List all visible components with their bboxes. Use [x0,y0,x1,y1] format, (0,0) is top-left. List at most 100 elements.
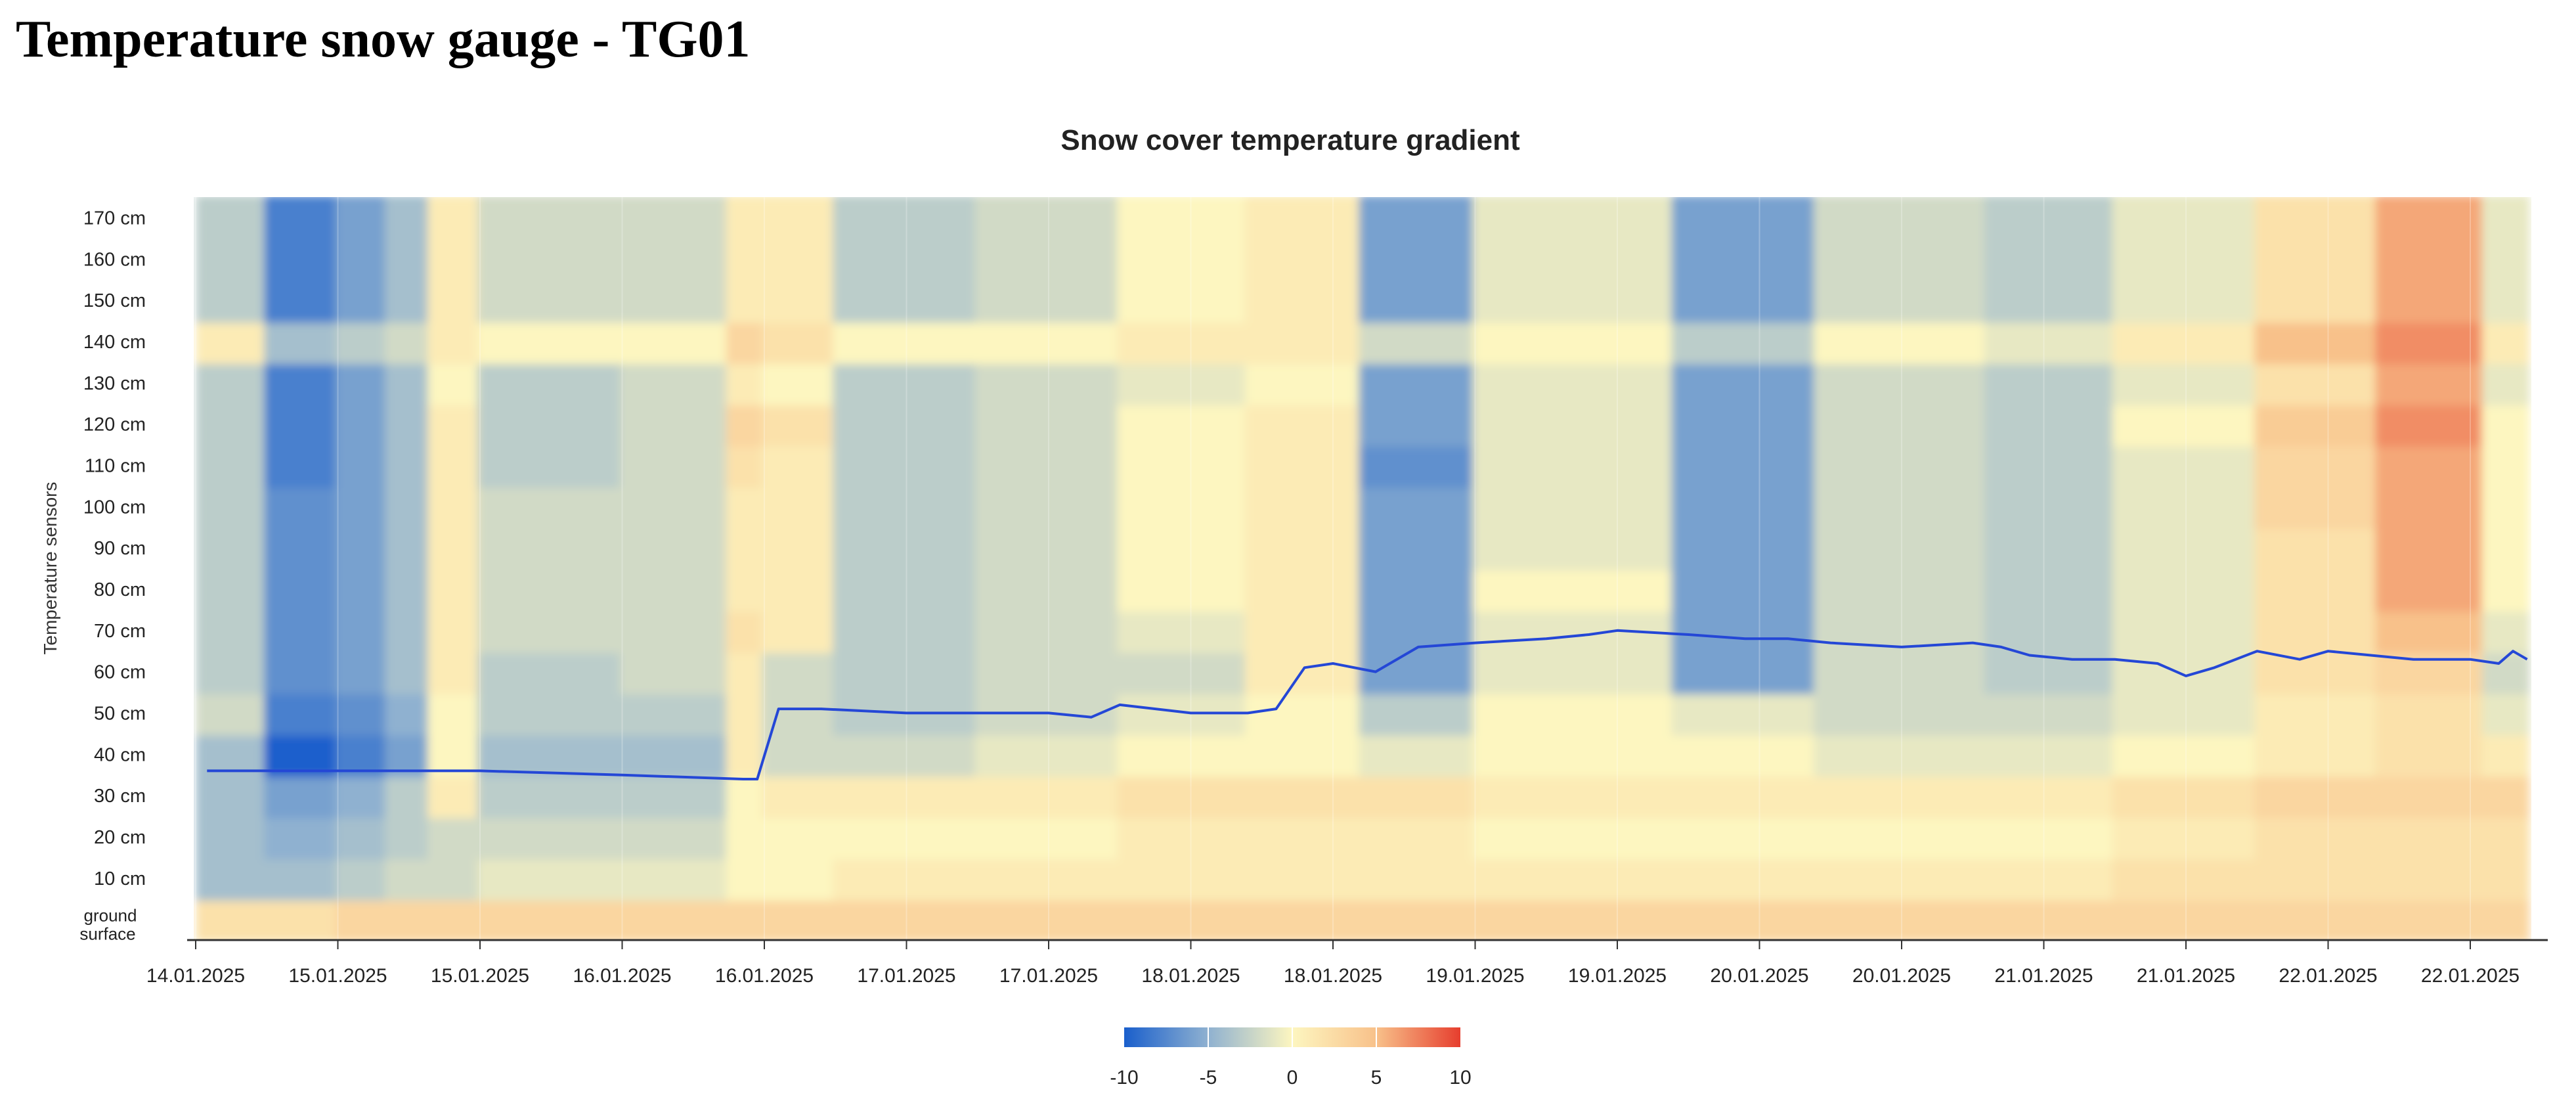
heatmap-cell [427,401,483,447]
heatmap-cell [2481,731,2530,777]
heatmap-cell [619,277,731,323]
heatmap-cell [762,360,839,406]
heatmap-cell [619,897,731,940]
heatmap-cell [762,649,839,694]
heatmap-cell [196,608,270,654]
heatmap-cell [385,814,433,860]
heatmap-cell [385,773,433,819]
y-tick-label: 160 cm [83,249,146,270]
colorbar-ticks: -10 -5 0 5 10 [1110,1027,1472,1089]
heatmap-cell [264,897,341,940]
heatmap-cell [1984,649,2118,694]
heatmap-cell [2112,277,2260,323]
x-tick-label: 16.01.2025 [573,965,671,987]
heatmap-cell [477,277,625,323]
heatmap-cell [1117,814,1251,860]
heatmap-cell [2254,483,2381,529]
heatmap-cell [1472,277,1677,323]
heatmap-cell [1814,649,1990,694]
heatmap-cell [833,277,980,323]
heatmap-cell [385,566,433,612]
heatmap-cell [477,483,625,529]
heatmap-cell [196,566,270,612]
y-tick-label: 120 cm [83,415,146,436]
x-tick-label: 15.01.2025 [288,965,387,987]
heatmap-cell [385,897,433,940]
heatmap-cell [196,731,270,777]
heatmap-cell [1984,773,2118,819]
heatmap-cell [2375,855,2487,901]
heatmap-cell [264,649,341,694]
heatmap-cell [427,814,483,860]
heatmap-cell [196,649,270,694]
heatmap-cell [2112,360,2260,406]
heatmap-cell [1245,443,1364,488]
x-tick-label: 19.01.2025 [1568,965,1667,987]
heatmap-cell [1671,855,1820,901]
heatmap-cell [1117,566,1251,612]
heatmap-cell [264,401,341,447]
heatmap-cell [2112,566,2260,612]
heatmap-cell [196,277,270,323]
heatmap-cell [385,525,433,571]
heatmap-cell [1472,236,1677,282]
heatmap-cell [619,731,731,777]
heatmap-cell [1472,814,1677,860]
heatmap-cell [1359,773,1478,819]
heatmap-cell [2254,443,2381,488]
heatmap-cell [1814,608,1990,654]
heatmap-cell [762,814,839,860]
heatmap-cell [833,608,980,654]
x-tick-label: 18.01.2025 [1141,965,1240,987]
heatmap-cell [385,360,433,406]
heatmap-cell [726,319,767,365]
y-tick-label: 150 cm [83,290,146,311]
heatmap-cell [335,649,391,694]
heatmap-cell [477,773,625,819]
heatmap-cell [2254,319,2381,365]
heatmap-cell [2375,773,2487,819]
heatmap-cell [477,855,625,901]
heatmap-cell [335,731,391,777]
heatmap-cell [2254,236,2381,282]
heatmap-cell [2481,566,2530,612]
heatmap-cell [1245,483,1364,529]
heatmap-cell [1472,197,1677,240]
x-tick-label: 19.01.2025 [1426,965,1524,987]
heatmap-cell [762,197,839,240]
heatmap-cell [264,197,341,240]
heatmap-cell [762,855,839,901]
heatmap-cell [385,731,433,777]
heatmap-cell [1814,566,1990,612]
chart-title: Snow cover temperature gradient [1060,124,1520,156]
heatmap-cell [1245,319,1364,365]
heatmap-cell [1117,401,1251,447]
heatmap-cell [1671,360,1820,406]
heatmap-cell [619,814,731,860]
heatmap-cell [335,360,391,406]
colorbar-tick-label: 0 [1287,1067,1298,1089]
y-tick-label: 10 cm [94,868,146,889]
x-tick-label: 17.01.2025 [857,965,955,987]
heatmap-cell [1245,690,1364,736]
heatmap-cell [1984,855,2118,901]
heatmap-cell [335,566,391,612]
heatmap-cell [427,649,483,694]
heatmap-cell [833,360,980,406]
heatmap-cell [335,525,391,571]
heatmap-cell [2481,525,2530,571]
heatmap-cell [1245,236,1364,282]
heatmap-cell [974,897,1123,940]
heatmap-cell [2375,443,2487,488]
heatmap-cell [477,197,625,240]
y-tick-label: 40 cm [94,744,146,765]
heatmap-cell [2375,401,2487,447]
heatmap-cell [1117,731,1251,777]
y-tick-label: 170 cm [83,208,146,229]
heatmap-cell [974,236,1123,282]
heatmap-cell [1245,401,1364,447]
heatmap-cell [1814,525,1990,571]
heatmap-cell [2481,277,2530,323]
heatmap-cell [1814,236,1990,282]
heatmap-cell [1472,690,1677,736]
